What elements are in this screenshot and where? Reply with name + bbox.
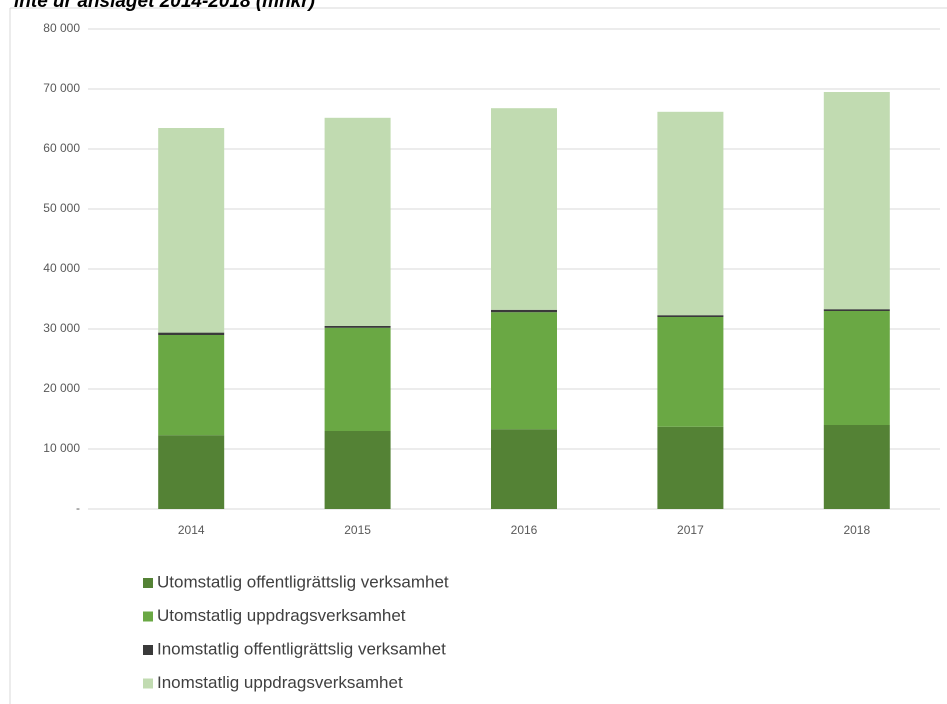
bar-segment [823,311,890,425]
y-tick-label: 70 000 [43,81,80,95]
y-tick-label: 60 000 [43,141,80,155]
bar-segment [324,327,391,431]
legend-swatch [143,678,153,689]
y-tick-label: 10 000 [43,441,80,455]
y-tick-label: 20 000 [43,381,80,395]
x-tick-label: 2018 [843,523,870,537]
chart-title: inte ur anslaget 2014-2018 (mnkr) [14,0,315,12]
bar-segment [657,315,724,317]
bar-segment [823,425,890,509]
bar-segment [657,317,724,427]
legend-swatch [143,611,153,622]
x-tick-label: 2015 [344,523,371,537]
bar-segment [491,108,557,310]
y-tick-label: - [76,501,80,515]
bar-segment [657,426,724,509]
x-tick-label: 2016 [511,523,538,537]
y-tick-label: 40 000 [43,261,80,275]
x-tick-label: 2014 [178,523,205,537]
bar-segment [324,326,391,328]
bar-segment [158,335,225,436]
legend-label: Utomstatlig uppdragsverksamhet [157,606,406,625]
legend-label: Inomstatlig offentligrättslig verksamhet [157,639,446,658]
legend-swatch [143,645,153,655]
legend-label: Utomstatlig offentligrättslig verksamhet [157,572,449,591]
bar-segment [823,309,890,311]
bar-segment [657,111,724,316]
bar-segment [491,312,557,430]
x-tick-label: 2017 [677,523,704,537]
bar-segment [158,128,225,333]
y-tick-label: 50 000 [43,201,80,215]
bar-segment [324,431,391,509]
legend-label: Inomstatlig uppdragsverksamhet [157,673,403,692]
bar-segment [324,117,391,326]
bar-segment [158,435,225,509]
bar-segment [158,332,225,335]
bar-segment [491,429,557,509]
bar-segment [823,92,890,310]
y-tick-label: 80 000 [43,21,80,35]
bar-segment [491,309,557,313]
legend-swatch [143,578,153,588]
y-tick-label: 30 000 [43,321,80,335]
